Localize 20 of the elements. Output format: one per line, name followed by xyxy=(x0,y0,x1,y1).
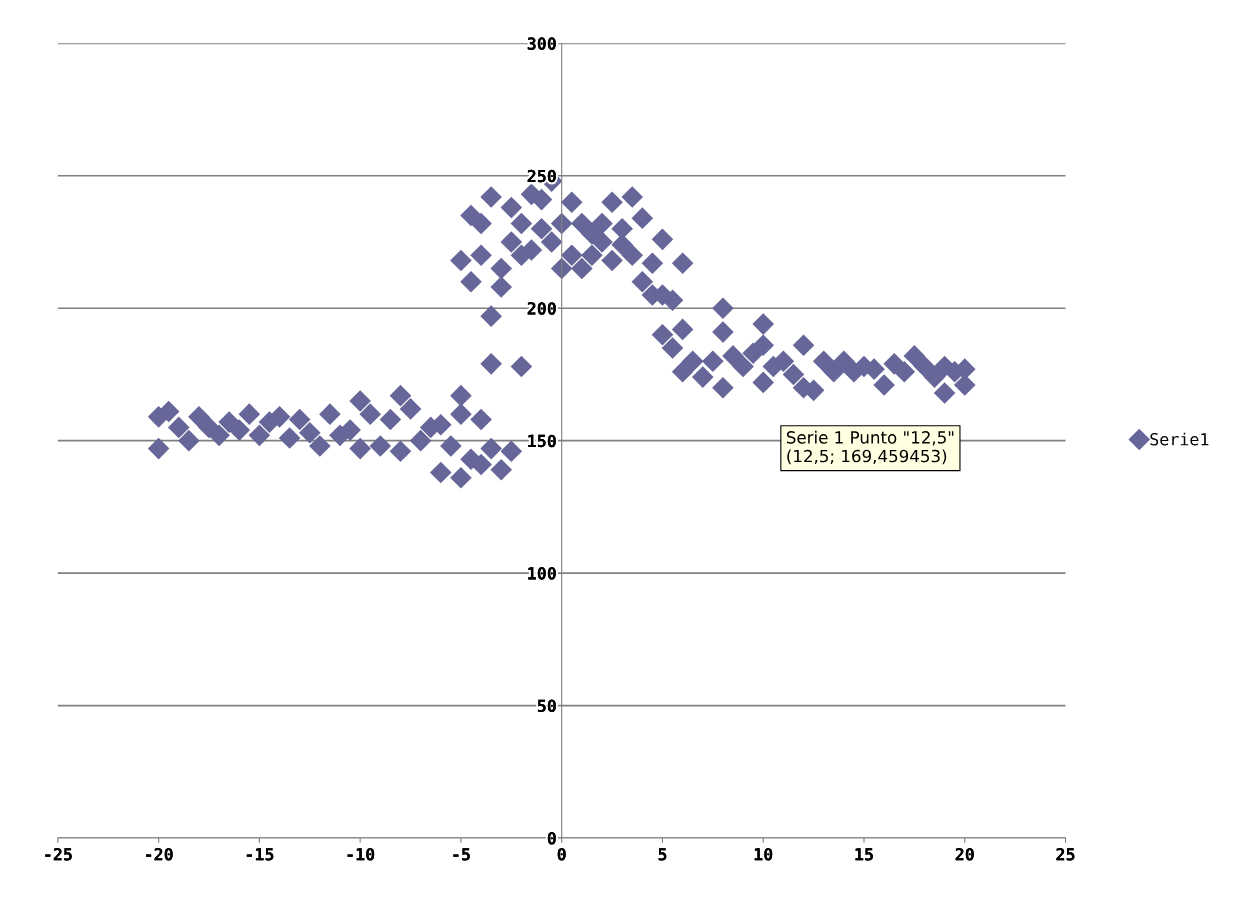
x-tick-label: 25 xyxy=(1056,848,1075,861)
x-tick-label: -15 xyxy=(246,848,274,861)
x-tick-label: -25 xyxy=(45,848,72,861)
annotation: Serie 1 Punto "12,5" (12,5; 169,459453) xyxy=(786,430,954,465)
x-tick-label: 10 xyxy=(754,848,773,861)
x-tick-label: -5 xyxy=(453,848,470,861)
y-tick-label: 150 xyxy=(528,434,556,448)
y-tick-label: 0 xyxy=(547,831,556,845)
x-tick-label: 5 xyxy=(658,848,667,861)
x-tick-label: -10 xyxy=(347,848,375,861)
y-tick-label: 250 xyxy=(527,169,556,183)
y-tick-label: 100 xyxy=(528,567,556,580)
x-tick-label: -20 xyxy=(146,848,173,861)
y-tick-label: 300 xyxy=(527,37,556,50)
x-tick-label: 20 xyxy=(955,848,974,861)
y-tick-label: 50 xyxy=(537,699,556,713)
x-tick-label: 0 xyxy=(557,848,566,861)
y-tick-label: 200 xyxy=(527,302,556,315)
x-tick-label: 15 xyxy=(855,848,873,861)
legend-label: Serie1 xyxy=(1150,432,1209,446)
